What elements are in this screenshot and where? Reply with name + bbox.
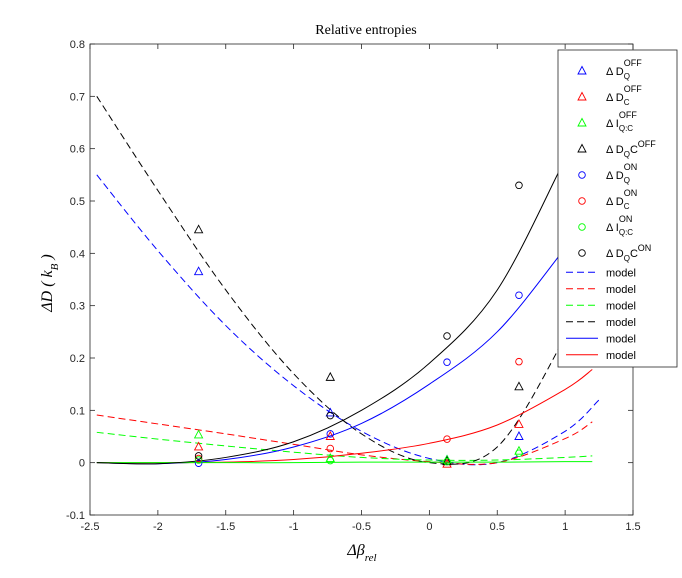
model-curve-7	[96, 106, 593, 465]
data-point-s0-1	[325, 407, 336, 417]
x-axis-label: Δβrel	[346, 542, 376, 564]
data-points	[193, 181, 524, 468]
y-tick-label: 0.7	[70, 91, 85, 103]
legend-entry-2: Δ IQ:C	[606, 118, 633, 133]
model-curve-4	[96, 211, 593, 465]
legend-marker-4	[578, 171, 586, 179]
legend-marker-1	[577, 91, 587, 101]
legend-marker-0	[577, 65, 587, 75]
legend-entry-6: Δ IQ:C	[606, 222, 633, 237]
legend-entry-10: model	[606, 300, 636, 312]
data-point-s0-3	[514, 431, 524, 440]
x-tick-label: 1.5	[625, 521, 640, 533]
chart-title: Relative entropies	[315, 23, 416, 38]
legend-sup-4: ON	[624, 162, 638, 172]
legend-entry-0: Δ DQ	[606, 66, 630, 81]
legend-sup-1: OFF	[624, 84, 642, 94]
y-tick-label: 0.5	[70, 196, 85, 208]
model-curve-2	[96, 431, 593, 461]
data-point-s4-1	[326, 430, 335, 438]
x-tick-label: 0.5	[490, 521, 505, 533]
legend-sup-0: OFF	[624, 58, 642, 68]
data-point-s7-0	[194, 452, 203, 460]
legend-entry-3: Δ DQC	[606, 144, 638, 159]
y-tick-label: 0.1	[70, 405, 85, 417]
y-tick-label: 0.8	[70, 39, 85, 51]
data-point-s6-1	[326, 456, 335, 465]
legend-entry-13: model	[606, 350, 636, 362]
data-point-s3-1	[325, 371, 336, 381]
legend-sup-5: ON	[624, 188, 638, 198]
data-point-s1-0	[193, 441, 204, 451]
legend-entry-4: Δ DQ	[606, 170, 630, 185]
data-point-s1-3	[514, 419, 524, 428]
data-point-s2-3	[514, 445, 524, 455]
y-tick-label: -0.1	[66, 510, 85, 522]
data-point-s5-1	[326, 444, 335, 453]
legend-sup-6: ON	[619, 214, 633, 224]
x-tick-label: -1.5	[216, 521, 235, 533]
x-tick-label: -1	[289, 521, 299, 533]
data-point-s6-0	[194, 456, 203, 464]
model-curves	[96, 96, 600, 466]
legend-entry-12: model	[606, 333, 636, 345]
x-tick-label: -2.5	[81, 521, 100, 533]
legend-box	[557, 49, 678, 368]
legend-marker-2	[577, 117, 587, 127]
data-point-s7-3	[515, 181, 523, 190]
legend-marker-7	[578, 249, 586, 257]
legend-entry-5: Δ DC	[606, 196, 630, 211]
data-point-s2-0	[193, 429, 204, 439]
data-point-s6-3	[515, 449, 523, 457]
legend-marker-5	[578, 197, 586, 205]
data-point-s6-2	[443, 457, 451, 466]
legend-sup-3: OFF	[638, 139, 656, 149]
legend-entry-11: model	[606, 317, 636, 329]
data-point-s7-2	[443, 332, 451, 340]
y-axis-label-text: ΔD ( kB )	[39, 254, 61, 312]
data-point-s3-3	[514, 381, 524, 391]
model-curve-3	[96, 96, 593, 465]
x-axis-label-text: Δβrel	[346, 542, 376, 564]
axis-ticks: -2.5 -2 -1.5 -1 -0.5 0 0.5 1 1.5 -0.1 0 0.1 0.2 0.3 0.…	[66, 39, 641, 533]
model-curve-0	[96, 174, 600, 466]
data-point-s7-1	[326, 411, 335, 420]
data-point-s3-0	[193, 224, 204, 234]
plot-area-frame	[89, 43, 634, 516]
data-point-s0-0	[193, 266, 204, 276]
legend-sup-7: ON	[638, 243, 652, 253]
x-tick-label: -2	[153, 521, 163, 533]
legend-marker-6	[578, 223, 586, 231]
model-curve-1	[96, 414, 593, 465]
data-point-s4-2	[443, 358, 451, 366]
y-tick-label: 0.3	[70, 301, 85, 313]
data-point-s5-3	[515, 357, 523, 366]
legend-entry-8: model	[606, 267, 636, 279]
x-tick-label: 1	[562, 521, 568, 533]
legend-sup-2: OFF	[619, 110, 637, 120]
y-tick-label: 0.2	[70, 353, 85, 365]
legend-entry-1: Δ DC	[606, 92, 630, 107]
data-point-s5-2	[443, 435, 451, 443]
data-point-s4-3	[515, 291, 523, 299]
data-point-s1-1	[325, 431, 336, 440]
y-tick-label: 0.4	[70, 248, 85, 260]
y-tick-label: 0	[79, 458, 85, 470]
data-point-s4-0	[194, 459, 203, 467]
y-axis-label: ΔD ( kB )	[39, 254, 61, 312]
x-tick-label: -0.5	[352, 521, 371, 533]
legend-entry-9: model	[606, 284, 636, 296]
x-tick-label: 0	[426, 521, 432, 533]
legend-marker-3	[577, 143, 587, 153]
legend-entry-7: Δ DQC	[606, 248, 638, 263]
y-tick-label: 0.6	[70, 144, 85, 156]
